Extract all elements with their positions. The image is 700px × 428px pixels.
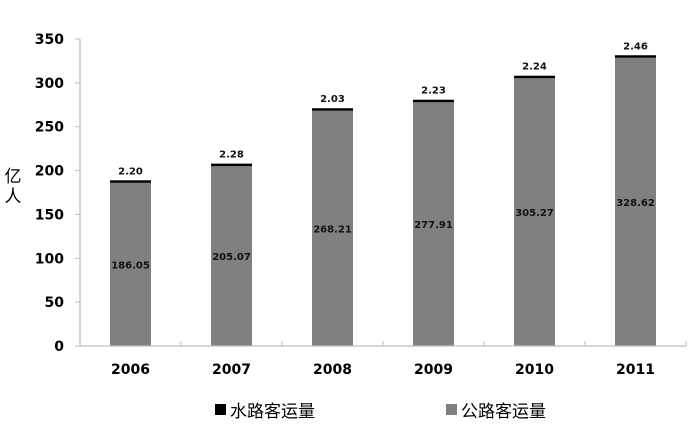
- bar-waterway: [615, 55, 656, 58]
- y-axis-ticks: 0 50 100 150 200 250 300 350: [35, 32, 80, 355]
- value-label-highway: 186.05: [111, 260, 150, 271]
- value-label-highway: 305.27: [515, 208, 554, 219]
- bar-waterway: [514, 75, 555, 79]
- x-tick-label: 2009: [414, 362, 453, 378]
- legend-item-waterway: 水路客运量: [215, 396, 315, 422]
- bar-highway: [514, 78, 555, 347]
- y-tick-label: 150: [35, 207, 64, 223]
- legend-swatch-highway-icon: [446, 403, 457, 415]
- bar-group-2007: 205.07 2.28: [211, 150, 252, 346]
- value-label-waterway: 2.24: [522, 62, 547, 73]
- bar-waterway: [312, 108, 353, 111]
- legend-item-highway: 公路客运量: [446, 396, 546, 422]
- y-tick-label: 0: [54, 339, 64, 355]
- bar-waterway: [413, 99, 454, 103]
- y-axis-title-line1: 亿: [4, 167, 22, 187]
- bar-highway: [110, 182, 151, 346]
- x-tick-label: 2011: [616, 362, 655, 378]
- bar-waterway: [211, 163, 252, 167]
- value-label-highway: 205.07: [212, 252, 251, 263]
- value-label-highway: 277.91: [414, 220, 453, 231]
- bar-waterway: [110, 180, 151, 183]
- bar-highway: [413, 102, 454, 346]
- legend-label-highway: 公路客运量: [461, 401, 546, 422]
- bar-group-2010: 305.27 2.24: [514, 62, 555, 347]
- bar-highway: [615, 57, 656, 346]
- y-axis-title-line2: 人: [4, 187, 22, 207]
- bar-highway: [312, 110, 353, 346]
- bars: 186.05 2.20 205.07 2.28 268.21 2.03 277.91 2.23…: [110, 41, 656, 347]
- y-axis-title: 亿 人: [2, 167, 24, 207]
- value-label-highway: 268.21: [313, 224, 352, 235]
- bar-group-2006: 186.05 2.20: [110, 166, 151, 346]
- x-tick-label: 2010: [515, 362, 554, 378]
- y-tick-label: 300: [35, 76, 64, 92]
- value-label-waterway: 2.46: [623, 41, 648, 52]
- axes: [79, 39, 687, 347]
- y-tick-label: 50: [45, 295, 65, 311]
- x-axis-labels: 2006 2007 2008 2009 2010 2011: [111, 362, 655, 378]
- value-label-waterway: 2.20: [118, 166, 143, 177]
- y-tick-label: 200: [35, 164, 64, 180]
- value-label-waterway: 2.03: [320, 94, 345, 105]
- x-tick-label: 2007: [212, 362, 251, 378]
- x-tick-label: 2006: [111, 362, 150, 378]
- bar-highway: [211, 166, 252, 346]
- legend-label-waterway: 水路客运量: [230, 401, 315, 422]
- y-tick-label: 100: [35, 251, 64, 267]
- bar-group-2009: 277.91 2.23: [413, 86, 454, 346]
- value-label-waterway: 2.23: [421, 86, 446, 97]
- y-tick-label: 350: [35, 32, 64, 48]
- bar-group-2008: 268.21 2.03: [312, 94, 353, 346]
- value-label-waterway: 2.28: [219, 150, 244, 161]
- bar-group-2011: 328.62 2.46: [615, 41, 656, 346]
- y-tick-label: 250: [35, 120, 64, 136]
- x-tick-label: 2008: [313, 362, 352, 378]
- value-label-highway: 328.62: [616, 198, 655, 209]
- legend: 水路客运量 公路客运量: [0, 396, 700, 422]
- legend-swatch-waterway-icon: [215, 403, 226, 415]
